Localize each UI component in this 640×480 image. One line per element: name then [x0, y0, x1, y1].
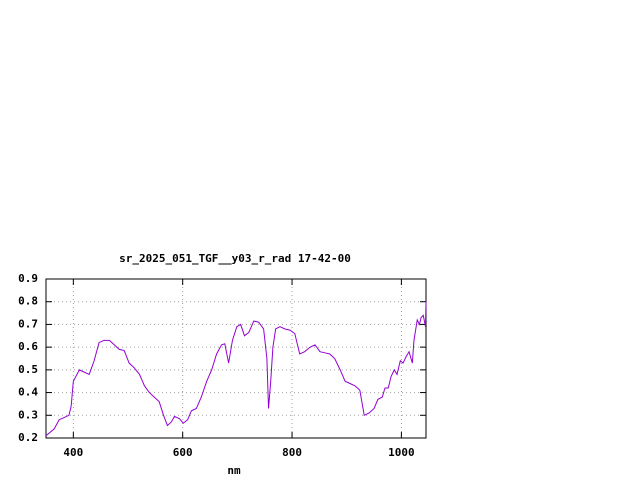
- x-tick-label: 800: [282, 446, 302, 459]
- y-tick-label: 0.9: [18, 272, 38, 285]
- x-tick-label: 1000: [388, 446, 415, 459]
- y-tick-label: 0.4: [18, 386, 38, 399]
- x-axis-label: nm: [227, 464, 241, 477]
- y-tick-label: 0.5: [18, 363, 38, 376]
- data-line: [45, 301, 427, 437]
- y-tick-label: 0.6: [18, 340, 38, 353]
- y-tick-label: 0.3: [18, 408, 38, 421]
- y-tick-label: 0.7: [18, 317, 38, 330]
- y-tick-label: 0.2: [18, 431, 38, 444]
- chart-title: sr_2025_051_TGF__y03_r_rad 17-42-00: [119, 252, 351, 265]
- y-tick-label: 0.8: [18, 295, 38, 308]
- plot-border: [45, 278, 427, 439]
- x-tick-label: 400: [63, 446, 83, 459]
- x-tick-label: 600: [173, 446, 193, 459]
